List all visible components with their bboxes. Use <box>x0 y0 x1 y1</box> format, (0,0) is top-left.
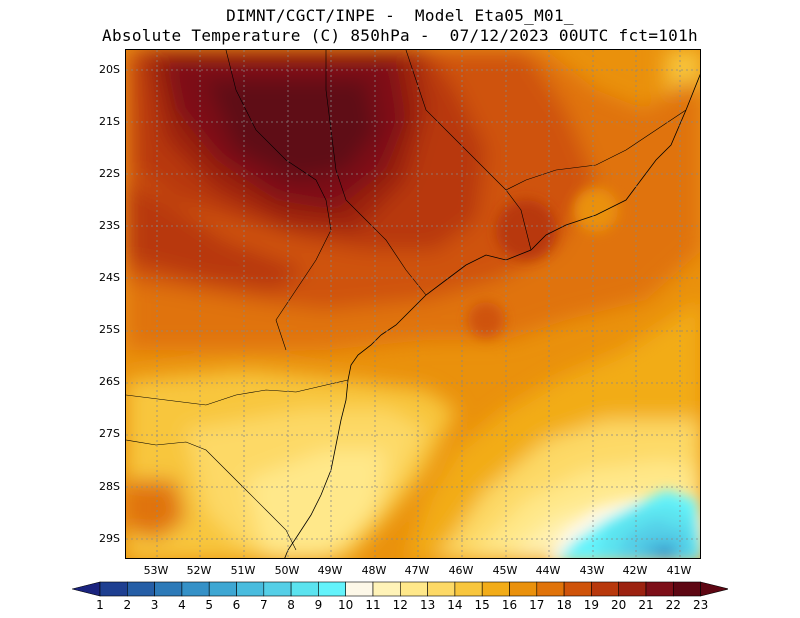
lat-label: 26S <box>99 375 120 388</box>
colorbar-label: 17 <box>529 598 545 612</box>
colorbar-label: 14 <box>447 598 463 612</box>
lon-label: 49W <box>317 564 343 577</box>
chart-title-line-2: Absolute Temperature (C) 850hPa - 07/12/… <box>102 26 698 45</box>
chart-title-line-1: DIMNT/CGCT/INPE - Model Eta05_M01_ <box>226 6 574 25</box>
colorbar-cell <box>672 581 701 597</box>
colorbar-label: 15 <box>474 598 490 612</box>
lon-label: 42W <box>622 564 648 577</box>
colorbar-cell <box>263 581 292 597</box>
lat-label: 27S <box>99 427 120 440</box>
colorbar-label: 8 <box>287 598 295 612</box>
state-borders <box>126 50 687 551</box>
colorbar-cell <box>454 581 483 597</box>
lon-label: 44W <box>535 564 561 577</box>
colorbar-arrow-low <box>72 581 101 597</box>
colorbar-label: 4 <box>178 598 186 612</box>
colorbar-cell <box>318 581 346 597</box>
lon-label: 45W <box>492 564 518 577</box>
lon-label: 50W <box>274 564 300 577</box>
colorbar-cell <box>99 581 128 597</box>
lon-label: 51W <box>230 564 256 577</box>
temperature-map <box>125 49 701 559</box>
colorbar-cell <box>618 581 647 597</box>
colorbar-cell <box>399 581 428 597</box>
colorbar-cell <box>372 581 401 597</box>
colorbar-label: 18 <box>556 598 572 612</box>
colorbar-label: 2 <box>123 598 132 612</box>
colorbar-cell <box>290 581 319 597</box>
colorbar-cell <box>563 581 592 597</box>
graticule <box>126 50 700 558</box>
colorbar-label: 6 <box>232 598 241 612</box>
colorbar-label: 20 <box>611 598 627 612</box>
lon-label: 48W <box>361 564 387 577</box>
colorbar-cell <box>181 581 210 597</box>
lat-label: 24S <box>99 271 120 284</box>
colorbar-cell <box>509 581 538 597</box>
colorbar-cell <box>345 581 374 597</box>
colorbar-cell <box>536 581 565 597</box>
colorbar-label: 7 <box>259 598 268 612</box>
lat-label: 25S <box>99 323 120 336</box>
colorbar <box>72 581 728 597</box>
colorbar-label: 22 <box>665 598 681 612</box>
lat-label: 21S <box>99 115 120 128</box>
colorbar-label: 12 <box>392 598 408 612</box>
colorbar-label: 1 <box>96 598 104 612</box>
colorbar-cell <box>208 581 237 597</box>
lon-label: 43W <box>579 564 605 577</box>
colorbar-label: 11 <box>365 598 381 612</box>
colorbar-cell <box>154 581 183 597</box>
lat-label: 22S <box>99 167 120 180</box>
lat-label: 23S <box>99 219 120 232</box>
colorbar-cell <box>591 581 620 597</box>
colorbar-label: 13 <box>419 598 436 612</box>
colorbar-label: 21 <box>638 598 654 612</box>
lat-label: 28S <box>99 480 120 493</box>
colorbar-label: 9 <box>314 598 323 612</box>
lat-label: 20S <box>99 63 120 76</box>
colorbar-label: 10 <box>338 598 354 612</box>
colorbar-label: 3 <box>150 598 159 612</box>
lon-label: 41W <box>666 564 692 577</box>
colorbar-label: 5 <box>205 598 213 612</box>
colorbar-cell <box>481 581 510 597</box>
lon-label: 52W <box>186 564 212 577</box>
colorbar-label: 19 <box>583 598 600 612</box>
colorbar-cell <box>645 581 674 597</box>
lat-label: 29S <box>99 532 120 545</box>
colorbar-arrow-high <box>700 581 728 597</box>
colorbar-cell <box>236 581 265 597</box>
lon-label: 53W <box>143 564 169 577</box>
colorbar-cell <box>126 581 155 597</box>
temperature-field <box>126 50 700 558</box>
colorbar-label: 23 <box>692 598 709 612</box>
colorbar-label: 16 <box>501 598 518 612</box>
colorbar-cell <box>427 581 456 597</box>
lon-label: 47W <box>404 564 430 577</box>
lon-label: 46W <box>448 564 474 577</box>
